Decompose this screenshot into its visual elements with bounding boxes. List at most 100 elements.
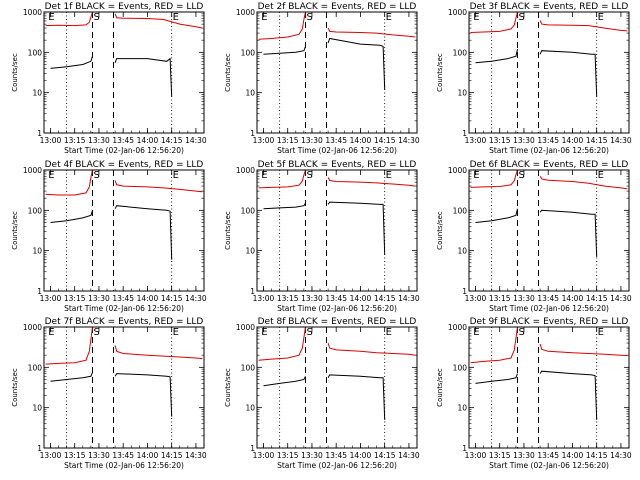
events-series-line xyxy=(50,372,93,382)
x-tick-label: 13:15 xyxy=(277,451,299,460)
lld-series-line xyxy=(114,13,203,29)
annotation-label: S xyxy=(518,170,524,181)
x-tick-label: 13:45 xyxy=(325,136,347,145)
annotation-label: E xyxy=(261,327,267,338)
y-tick-label: 1000 xyxy=(236,8,255,17)
y-tick-label: 1 xyxy=(250,129,255,138)
x-tick-label: 13:15 xyxy=(489,136,511,145)
y-tick-label: 1000 xyxy=(23,166,42,175)
x-tick-label: 13:30 xyxy=(513,294,535,303)
events-series-line xyxy=(263,202,306,210)
chart-title: Det 3f BLACK = Events, RED = LLD xyxy=(470,2,629,12)
plot-frame xyxy=(468,326,630,449)
annotation-label: S xyxy=(518,327,524,338)
lld-series-line xyxy=(470,169,518,188)
lld-series-line xyxy=(470,11,518,33)
x-tick-label: 14:15 xyxy=(374,294,396,303)
x-tick-label: 13:30 xyxy=(301,294,323,303)
x-tick-label: 13:45 xyxy=(112,451,134,460)
y-tick-label: 100 xyxy=(28,206,43,215)
x-tick-label: 14:15 xyxy=(586,294,608,303)
y-tick-label: 100 xyxy=(241,48,256,57)
annotation-label: E xyxy=(598,327,604,338)
annotation-label: E xyxy=(598,170,604,181)
annotation-label: E xyxy=(173,12,179,23)
annotation-label: S xyxy=(93,327,99,338)
plot-frame xyxy=(256,326,418,449)
x-tick-label: 13:30 xyxy=(301,136,323,145)
x-tick-label: 13:45 xyxy=(112,136,134,145)
x-tick-label: 14:30 xyxy=(398,136,420,145)
x-tick-label: 13:00 xyxy=(40,294,62,303)
chart-title: Det 7f BLACK = Events, RED = LLD xyxy=(45,317,204,327)
y-tick-label: 1 xyxy=(250,444,255,453)
lld-series-line xyxy=(327,27,416,38)
x-tick-label: 14:15 xyxy=(161,136,183,145)
y-tick-label: 10 xyxy=(457,247,467,256)
annotation-label: E xyxy=(48,327,54,338)
chart-panel-8: Det 8f BLACK = Events, RED = LLD Counts/s… xyxy=(224,317,420,470)
y-tick-label: 1000 xyxy=(448,8,467,17)
events-series-line xyxy=(263,46,306,55)
x-tick-label: 13:45 xyxy=(112,294,134,303)
chart-title: Det 2f BLACK = Events, RED = LLD xyxy=(258,2,417,12)
chart-title: Det 5f BLACK = Events, RED = LLD xyxy=(258,160,417,170)
x-tick-label: 13:00 xyxy=(40,451,62,460)
chart-panel-3: Det 3f BLACK = Events, RED = LLD Counts/s… xyxy=(436,2,632,155)
x-tick-label: 14:15 xyxy=(586,136,608,145)
lld-series-line xyxy=(45,11,93,27)
x-tick-label: 14:00 xyxy=(137,136,159,145)
y-axis-label: Counts/sec xyxy=(11,211,19,250)
annotation-label: E xyxy=(261,12,267,23)
chart-title: Det 4f BLACK = Events, RED = LLD xyxy=(45,160,204,170)
x-tick-label: 13:15 xyxy=(64,294,86,303)
y-tick-label: 1 xyxy=(462,129,467,138)
events-series-line xyxy=(114,57,173,97)
y-tick-label: 1 xyxy=(37,287,42,296)
y-tick-label: 1 xyxy=(250,287,255,296)
y-tick-label: 100 xyxy=(453,48,468,57)
y-axis-label: Counts/sec xyxy=(224,211,232,250)
lld-series-line xyxy=(470,326,518,364)
x-tick-label: 14:00 xyxy=(350,451,372,460)
chart-title: Det 6f BLACK = Events, RED = LLD xyxy=(470,160,629,170)
x-axis-label: Start Time (02-Jan-06 12:56:20) xyxy=(277,304,397,313)
events-series-line xyxy=(539,209,598,257)
y-tick-label: 100 xyxy=(241,206,256,215)
x-tick-label: 14:30 xyxy=(185,136,207,145)
x-tick-label: 14:15 xyxy=(161,451,183,460)
y-tick-label: 1000 xyxy=(448,166,467,175)
events-series-line xyxy=(114,205,173,260)
lld-series-line xyxy=(114,345,203,360)
x-tick-label: 14:15 xyxy=(374,136,396,145)
annotation-label: S xyxy=(93,12,99,23)
events-series-line xyxy=(327,37,386,90)
y-tick-label: 10 xyxy=(457,404,467,413)
y-tick-label: 1000 xyxy=(23,8,42,17)
x-tick-label: 14:15 xyxy=(161,294,183,303)
annotation-label: S xyxy=(93,170,99,181)
x-tick-label: 13:30 xyxy=(513,136,535,145)
annotation-label: E xyxy=(386,12,392,23)
x-tick-label: 13:15 xyxy=(64,451,86,460)
y-tick-label: 1000 xyxy=(448,323,467,332)
annotation-label: S xyxy=(306,12,312,23)
x-tick-label: 14:30 xyxy=(610,136,632,145)
events-series-line xyxy=(50,210,93,223)
x-tick-label: 14:00 xyxy=(562,451,584,460)
x-tick-label: 14:30 xyxy=(610,294,632,303)
x-tick-label: 13:00 xyxy=(465,136,487,145)
annotation-label: E xyxy=(473,327,479,338)
lld-series-line xyxy=(539,175,628,190)
events-series-line xyxy=(327,201,386,255)
events-series-line xyxy=(50,56,93,69)
annotation-label: E xyxy=(48,12,54,23)
x-tick-label: 13:00 xyxy=(40,136,62,145)
lld-series-line xyxy=(258,11,306,40)
x-axis-label: Start Time (02-Jan-06 12:56:20) xyxy=(64,304,184,313)
x-tick-label: 14:00 xyxy=(562,294,584,303)
y-tick-label: 1 xyxy=(462,287,467,296)
lld-series-line xyxy=(114,180,203,193)
x-tick-label: 14:30 xyxy=(610,451,632,460)
